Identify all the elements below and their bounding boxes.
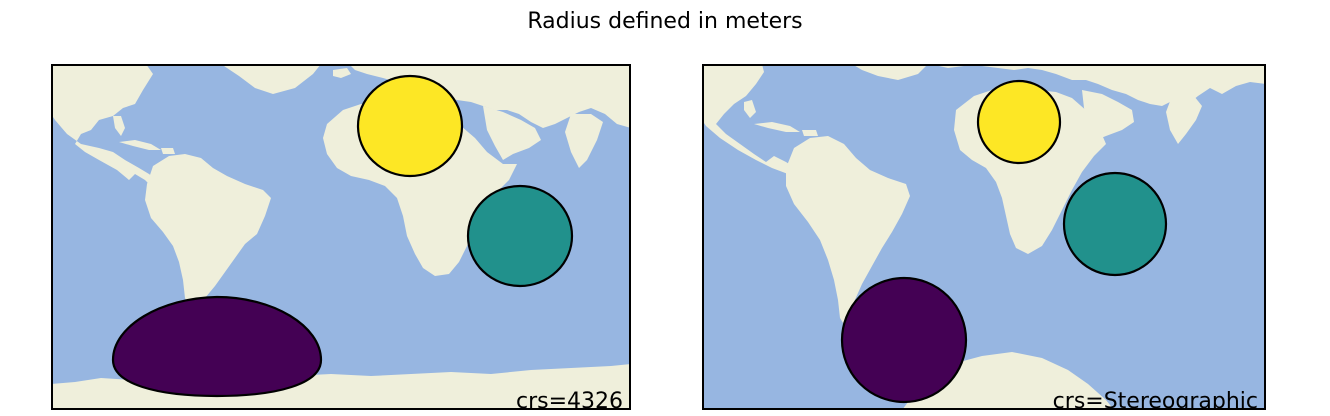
figure-title: Radius defined in meters (0, 9, 1330, 34)
crs-label: crs=4326 (516, 389, 623, 410)
yellow-circle (978, 81, 1060, 163)
crs-label: crs=Stereographic (1053, 389, 1258, 410)
hispaniola-land (161, 148, 175, 154)
teal-circle (468, 186, 572, 286)
hispaniola-land (802, 130, 818, 136)
teal-circle (1064, 173, 1166, 275)
yellow-circle (358, 76, 462, 176)
map-panel-platecarree: crs=4326 (51, 64, 631, 410)
purple-circle (842, 278, 966, 402)
map-panel-stereographic: crs=Stereographic (702, 64, 1266, 410)
